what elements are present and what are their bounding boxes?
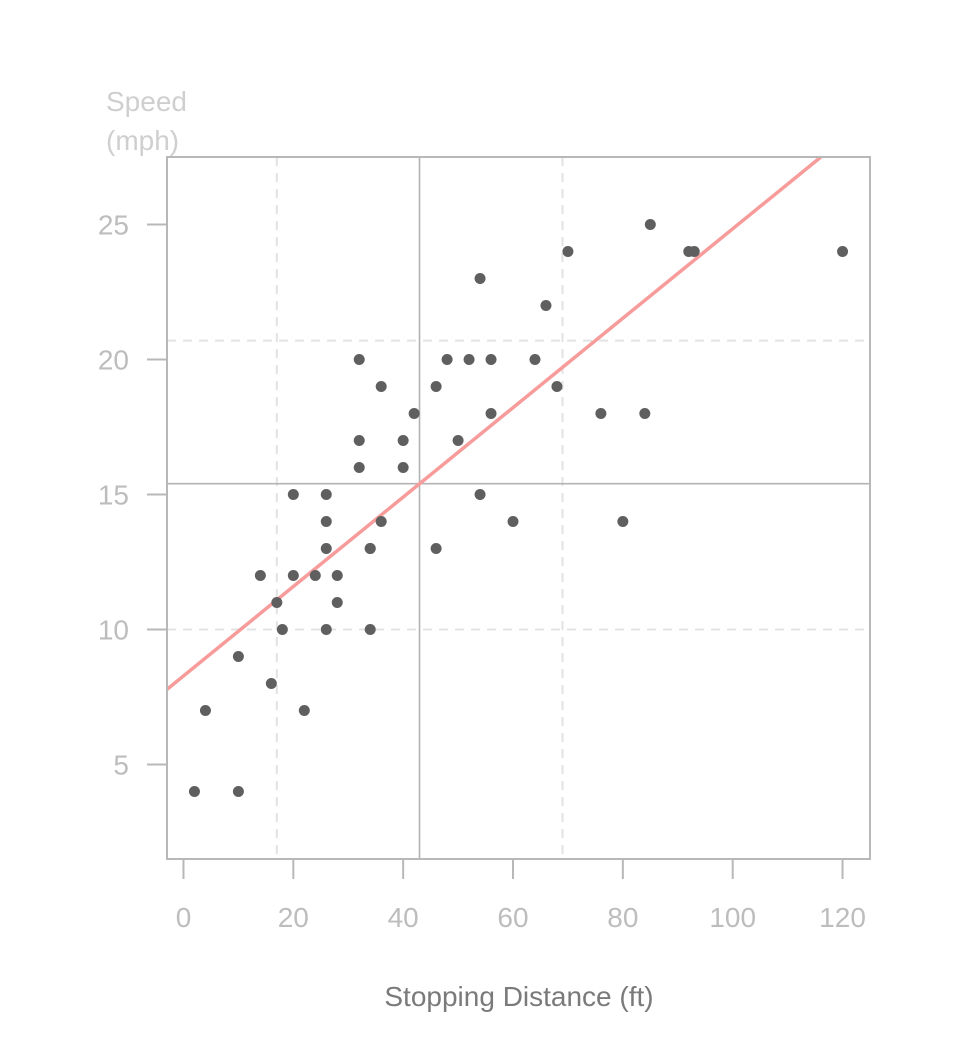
data-point xyxy=(353,462,365,473)
mean-reference-lines xyxy=(167,157,870,859)
x-tick-label: 40 xyxy=(388,902,419,933)
data-point xyxy=(232,651,244,662)
data-point xyxy=(474,489,486,500)
data-point xyxy=(463,354,475,365)
data-point xyxy=(331,570,343,581)
x-tick-label: 60 xyxy=(497,902,528,933)
data-point xyxy=(320,543,332,554)
data-point xyxy=(430,381,442,392)
y-axis-title-line-1: Speed xyxy=(106,86,187,117)
y-tick-label: 20 xyxy=(98,345,129,376)
data-point xyxy=(430,543,442,554)
data-point xyxy=(397,435,409,446)
y-axis: 5 10 15 20 25 xyxy=(98,210,167,781)
x-tick-label: 100 xyxy=(709,902,756,933)
data-point xyxy=(688,246,700,257)
data-point xyxy=(837,246,849,257)
data-point xyxy=(364,543,376,554)
data-point xyxy=(551,381,563,392)
data-point xyxy=(309,570,321,581)
data-point xyxy=(452,435,464,446)
x-tick-label: 0 xyxy=(176,902,192,933)
x-tick-label: 120 xyxy=(819,902,866,933)
regression-line xyxy=(165,155,823,691)
data-point xyxy=(397,462,409,473)
data-point xyxy=(353,435,365,446)
x-tick-label: 20 xyxy=(278,902,309,933)
data-point xyxy=(595,408,607,419)
y-tick-label: 15 xyxy=(98,480,129,511)
data-point xyxy=(276,624,288,635)
data-point xyxy=(287,489,299,500)
data-point xyxy=(474,273,486,284)
data-point xyxy=(320,624,332,635)
data-point xyxy=(320,516,332,527)
data-point xyxy=(441,354,453,365)
data-point xyxy=(617,516,629,527)
data-point xyxy=(331,597,343,608)
y-axis-title-line-2: (mph) xyxy=(106,125,179,156)
data-point xyxy=(287,570,299,581)
plot-frame xyxy=(166,156,871,860)
data-point xyxy=(375,516,387,527)
data-point xyxy=(644,219,656,230)
data-point xyxy=(540,300,552,311)
data-point xyxy=(639,408,651,419)
y-tick-label: 10 xyxy=(98,615,129,646)
data-point xyxy=(265,678,277,689)
x-tick-label: 80 xyxy=(607,902,638,933)
data-points xyxy=(188,219,849,797)
data-point xyxy=(199,705,211,716)
data-point xyxy=(408,408,420,419)
data-point xyxy=(353,354,365,365)
data-point xyxy=(271,597,283,608)
x-axis-title: Stopping Distance (ft) xyxy=(384,981,653,1012)
data-point xyxy=(320,489,332,500)
y-tick-label: 5 xyxy=(113,750,129,781)
quantile-grid-lines xyxy=(167,157,870,859)
data-point xyxy=(529,354,541,365)
data-point xyxy=(254,570,266,581)
y-tick-label: 25 xyxy=(98,210,129,241)
data-point xyxy=(364,624,376,635)
data-point xyxy=(375,381,387,392)
data-point xyxy=(298,705,310,716)
data-point xyxy=(485,408,497,419)
data-point xyxy=(562,246,574,257)
data-point xyxy=(507,516,519,527)
data-point xyxy=(188,786,200,797)
data-point xyxy=(485,354,497,365)
data-point xyxy=(232,786,244,797)
x-axis: 0 20 40 60 80 100 120 xyxy=(176,859,866,933)
